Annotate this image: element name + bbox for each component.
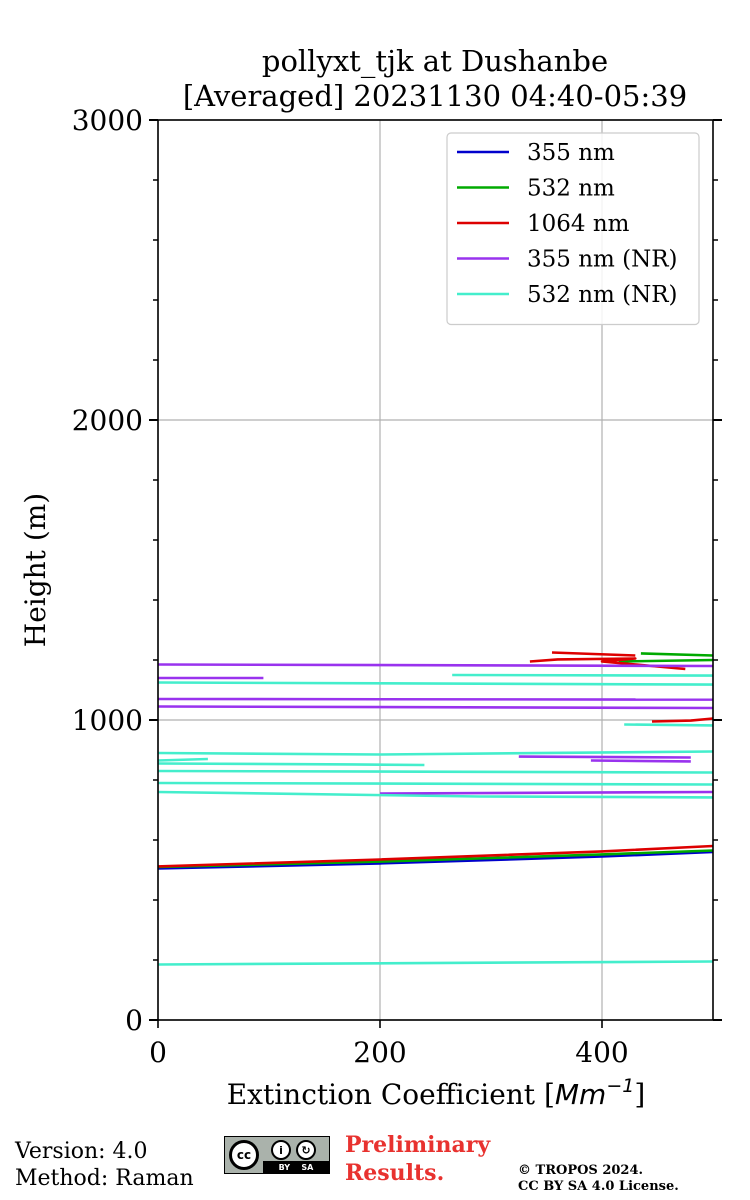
legend-entry: 532 nm xyxy=(527,176,615,202)
cc-sa-label: SA xyxy=(301,1162,314,1172)
y-tick-label: 1000 xyxy=(72,704,143,737)
x-axis-label-unit: Mm xyxy=(555,1078,606,1111)
series-line-5-segment-3 xyxy=(624,723,714,727)
method-text: Method: Raman xyxy=(15,1166,194,1191)
cc-by-label: BY xyxy=(278,1162,291,1172)
chart-title-line2: [Averaged] 20231130 04:40-05:39 xyxy=(183,79,687,113)
copyright-line1: © TROPOS 2024. xyxy=(518,1163,644,1178)
cc-license-badge: cc i ↻ BY SA xyxy=(224,1136,330,1174)
legend-entry: 355 nm xyxy=(527,140,615,166)
x-axis-label-close: ] xyxy=(634,1078,645,1111)
extinction-profile-chart: pollyxt_tjk at Dushanbe [Averaged] 20231… xyxy=(19,44,722,1111)
series-line-3-segment-1 xyxy=(157,844,714,868)
series-line-4-segment-3 xyxy=(157,697,714,701)
cc-icon: cc xyxy=(229,1140,259,1170)
copyright-line2: CC BY SA 4.0 License. xyxy=(518,1179,679,1194)
y-tick-label: 3000 xyxy=(72,104,143,137)
legend-entry: 1064 nm xyxy=(527,211,630,237)
axis-ticks: 0 200 400 0 1000 2000 3000 xyxy=(72,104,722,1069)
data-series xyxy=(157,651,714,966)
series-line-5-segment-9 xyxy=(157,790,714,799)
x-tick-label: 200 xyxy=(353,1036,406,1069)
y-tick-label: 2000 xyxy=(72,404,143,437)
series-line-5-segment-6 xyxy=(157,762,425,767)
y-axis-label: Height (m) xyxy=(19,493,52,647)
legend-entry: 532 nm (NR) xyxy=(527,282,678,308)
series-line-4-segment-1 xyxy=(157,663,714,668)
series-line-2-segment-3 xyxy=(640,652,714,657)
series-line-2-segment-2 xyxy=(618,658,714,663)
x-axis-label-main: Extinction Coefficient [ xyxy=(227,1078,555,1111)
series-line-5-segment-10 xyxy=(157,960,714,966)
share-alike-icon: ↻ xyxy=(296,1140,316,1160)
series-line-4-segment-7 xyxy=(379,790,714,795)
series-line-3-segment-2 xyxy=(529,657,686,671)
series-line-1-segment-1 xyxy=(157,850,714,870)
series-line-5-segment-7 xyxy=(157,769,714,774)
series-line-3-segment-3 xyxy=(551,651,636,657)
series-line-5-segment-2 xyxy=(157,681,714,686)
series-line-5-segment-4 xyxy=(157,750,714,756)
series-line-4-segment-4 xyxy=(157,705,714,710)
legend-entry: 355 nm (NR) xyxy=(527,247,678,273)
chart-title-line1: pollyxt_tjk at Dushanbe xyxy=(262,44,608,79)
preliminary-line1: Preliminary xyxy=(345,1132,491,1158)
series-line-2-segment-1 xyxy=(157,849,714,869)
series-line-5-segment-5 xyxy=(157,757,208,762)
x-axis-label: Extinction Coefficient [Mm−1] xyxy=(227,1075,646,1111)
series-line-5-segment-1 xyxy=(452,673,714,677)
series-line-5-segment-8 xyxy=(157,781,714,786)
preliminary-line2: Results. xyxy=(345,1160,445,1186)
attribution-icon: i xyxy=(271,1140,291,1160)
version-text: Version: 4.0 xyxy=(15,1139,148,1164)
x-axis-label-exponent: −1 xyxy=(606,1075,634,1097)
legend: 355 nm 532 nm 1064 nm 355 nm (NR) 532 nm (NR… xyxy=(446,132,700,326)
x-tick-label: 400 xyxy=(575,1036,628,1069)
series-line-3-segment-4 xyxy=(651,717,714,723)
cc-badge-strip: BY SA xyxy=(263,1161,329,1173)
copyright-notice: © TROPOS 2024. CC BY SA 4.0 License. xyxy=(518,1163,679,1195)
x-tick-label: 0 xyxy=(149,1036,167,1069)
y-tick-label: 0 xyxy=(125,1004,143,1037)
series-line-4-segment-6 xyxy=(590,759,691,763)
preliminary-results-note: Preliminary Results. xyxy=(345,1131,490,1187)
plot-frame xyxy=(157,119,714,1021)
legend-box xyxy=(446,132,700,326)
series-line-4-segment-5 xyxy=(518,755,691,759)
